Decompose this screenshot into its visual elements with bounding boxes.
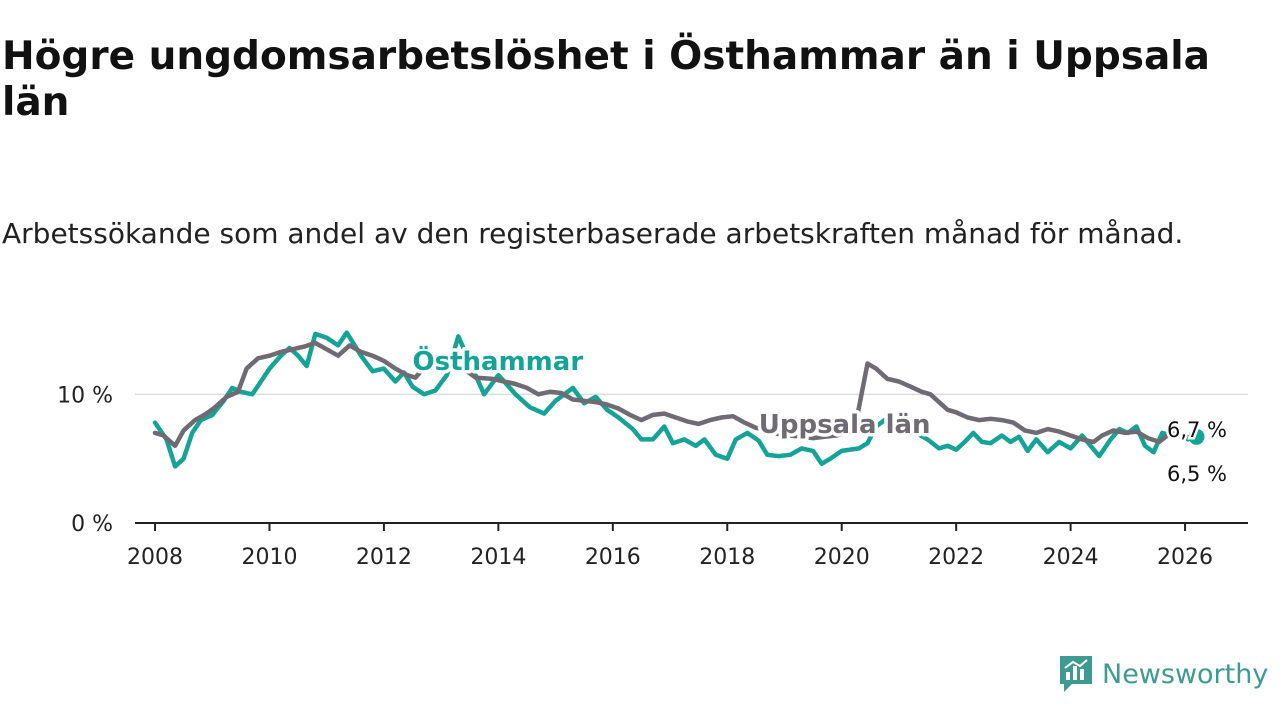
end-label-osthammar: 6,7 % [1167,418,1227,442]
brand-name: Newsworthy [1102,658,1269,690]
x-tick-label-2012: 2012 [356,545,412,570]
chart-title: Högre ungdomsarbetslöshet i Östhammar än… [2,34,1210,125]
x-tick-label-2022: 2022 [928,545,984,570]
series-label-osthammar: Östhammar [413,344,584,377]
x-tick-label-2018: 2018 [699,545,755,570]
series-layer [152,330,1205,469]
x-tick-label-2014: 2014 [470,545,526,570]
end-label-uppsala: 6,5 % [1167,462,1227,486]
x-tick-label-2024: 2024 [1043,545,1099,570]
chart-subtitle: Arbetssökande som andel av den registerb… [2,217,1184,250]
series-label-uppsala: Uppsala län [759,410,931,440]
label-layer: Östhammar Uppsala län 6,7 % 6,5 % [409,340,1229,488]
newsworthy-logo-icon [1060,656,1092,692]
series-line-0 [152,330,1199,469]
y-tick-label-10: 10 % [57,383,113,408]
x-tick-label-2010: 2010 [241,545,297,570]
brand-logo: Newsworthy [1058,652,1268,696]
x-tick-label-2008: 2008 [127,545,183,570]
x-tick-label-2020: 2020 [814,545,870,570]
x-tick-label-2026: 2026 [1157,545,1213,570]
axis-layer: 0 % 10 % 2008 2010 2012 2014 2016 2018 2020 2022 2… [57,383,1248,570]
series-line-1 [152,340,1199,449]
y-tick-label-0: 0 % [71,512,113,537]
x-tick-label-2016: 2016 [585,545,641,570]
series-end-dot-osthammar [1188,428,1205,445]
